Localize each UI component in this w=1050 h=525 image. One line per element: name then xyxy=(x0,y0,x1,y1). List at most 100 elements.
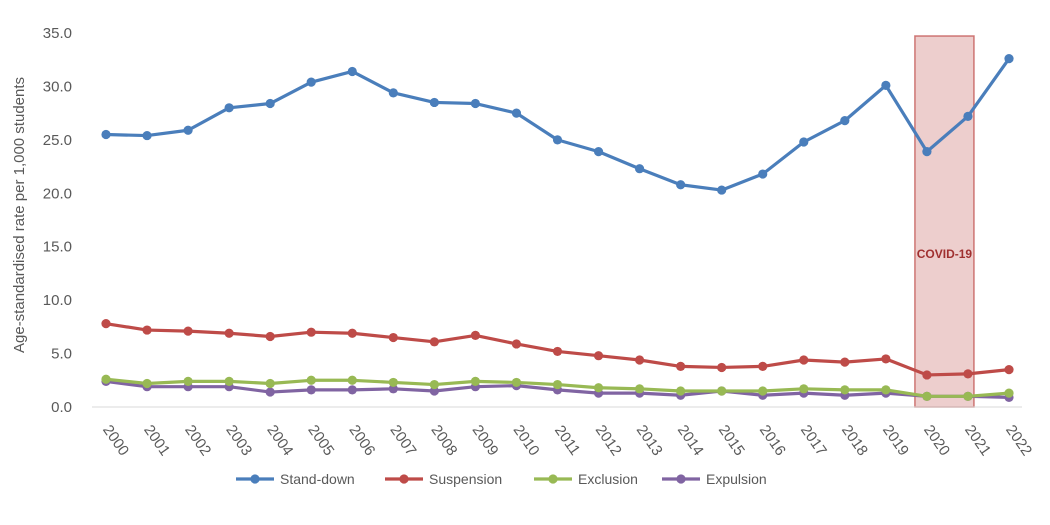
legend-swatch-marker xyxy=(250,474,260,484)
series-exclusion xyxy=(101,374,1014,401)
series-stand-down xyxy=(101,54,1014,195)
legend-label: Stand-down xyxy=(280,471,355,487)
y-tick-label: 30.0 xyxy=(43,78,72,95)
stand-down-point xyxy=(593,147,604,157)
suspension-point xyxy=(470,330,481,341)
suspension-point xyxy=(511,339,522,349)
exclusion-point xyxy=(511,377,522,388)
exclusion-point xyxy=(552,379,563,390)
exclusion-point xyxy=(429,379,439,390)
suspension-point xyxy=(634,355,645,365)
stand-down-point xyxy=(963,111,973,121)
stand-down-point xyxy=(840,116,850,126)
exclusion-point xyxy=(758,386,768,396)
x-axis: 2000 2001 2002 2003 2004 2005 2006 2007 2008 2009… xyxy=(92,406,1035,459)
x-tick-label: 2019 xyxy=(879,422,912,459)
x-tick-label: 2021 xyxy=(961,422,994,459)
legend-item-exclusion: Exclusion xyxy=(534,471,638,487)
exclusion-point xyxy=(1004,388,1014,398)
legend-swatch-marker xyxy=(548,474,558,484)
suspension-point xyxy=(224,328,234,338)
suspension-point xyxy=(265,331,275,342)
stand-down-point xyxy=(634,164,645,174)
stand-down-point xyxy=(922,147,932,157)
suspension-point xyxy=(676,361,686,371)
y-tick-label: 25.0 xyxy=(43,132,72,149)
stand-down-point xyxy=(511,108,522,118)
stand-down-point xyxy=(142,130,152,141)
exclusion-point xyxy=(717,386,727,396)
exclusion-point xyxy=(265,378,275,389)
exclusion-point xyxy=(470,376,481,386)
x-tick-label: 2020 xyxy=(920,422,953,459)
suspension-point xyxy=(347,328,357,338)
suspension-point xyxy=(101,319,111,329)
stand-down-point xyxy=(101,129,111,140)
exclusion-point xyxy=(306,375,316,385)
legend-item-stand-down: Stand-down xyxy=(236,471,355,487)
x-tick-label: 2013 xyxy=(633,422,666,459)
suspension-point xyxy=(1004,365,1014,375)
exclusion-point xyxy=(799,384,809,394)
series-suspension xyxy=(101,319,1014,380)
y-tick-label: 10.0 xyxy=(43,292,72,309)
x-tick-label: 2006 xyxy=(345,422,378,459)
x-tick-label: 2015 xyxy=(715,422,748,459)
expulsion-point xyxy=(306,385,316,395)
x-tick-label: 2008 xyxy=(428,422,461,459)
stand-down-point xyxy=(758,169,768,179)
exclusion-point xyxy=(593,383,604,393)
exclusion-point xyxy=(676,386,686,396)
stand-down-point xyxy=(717,185,727,195)
expulsion-point xyxy=(429,386,439,396)
suspension-point xyxy=(306,327,316,337)
exclusion-point xyxy=(922,391,932,401)
y-tick-label: 5.0 xyxy=(51,346,72,363)
stand-down-point xyxy=(552,135,563,145)
expulsion-point xyxy=(347,385,357,395)
expulsion-point xyxy=(265,387,275,397)
x-tick-label: 2014 xyxy=(674,422,707,459)
x-tick-label: 2004 xyxy=(263,422,296,459)
x-tick-label: 2005 xyxy=(304,422,337,459)
exclusion-point xyxy=(347,375,357,385)
x-tick-label: 2001 xyxy=(140,422,173,459)
y-tick-label: 15.0 xyxy=(43,239,72,256)
suspension-point xyxy=(388,332,398,343)
exclusion-point xyxy=(881,385,891,395)
stand-down-point xyxy=(347,66,357,77)
suspension-point xyxy=(593,351,604,361)
suspension-point xyxy=(881,354,891,364)
x-tick-label: 2012 xyxy=(592,422,625,459)
stand-down-point xyxy=(388,88,398,98)
covid-shaded-region xyxy=(914,35,975,408)
suspension-point xyxy=(758,361,768,371)
stand-down-point xyxy=(183,125,193,135)
suspension-point xyxy=(552,346,563,357)
x-tick-label: 2002 xyxy=(181,422,214,459)
suspension-point xyxy=(717,362,727,373)
legend-item-suspension: Suspension xyxy=(385,471,502,487)
suspension-point xyxy=(922,370,932,380)
y-axis: 0.0 5.0 10.0 15.0 20.0 25.0 30.0 35.0 xyxy=(43,25,72,416)
stand-down-line xyxy=(104,57,1011,192)
expulsion-point xyxy=(388,384,398,394)
suspension-point xyxy=(799,355,809,365)
exclusion-point xyxy=(840,385,850,395)
y-tick-label: 20.0 xyxy=(43,185,72,202)
x-tick-label: 2017 xyxy=(797,422,830,459)
suspension-point xyxy=(429,337,439,347)
legend: Stand-down Suspension Exclusion Expulsion xyxy=(236,471,767,487)
legend-swatch-marker xyxy=(676,474,686,484)
series-layer xyxy=(101,54,1014,402)
legend-label: Expulsion xyxy=(706,471,767,487)
x-tick-label: 2022 xyxy=(1002,422,1035,459)
suspension-point xyxy=(142,325,152,335)
exclusion-point xyxy=(224,376,234,386)
x-tick-label: 2009 xyxy=(469,422,502,459)
exclusion-point xyxy=(142,378,152,389)
stand-down-point xyxy=(224,103,234,113)
x-tick-label: 2011 xyxy=(551,422,583,458)
x-tick-label: 2010 xyxy=(510,422,543,459)
